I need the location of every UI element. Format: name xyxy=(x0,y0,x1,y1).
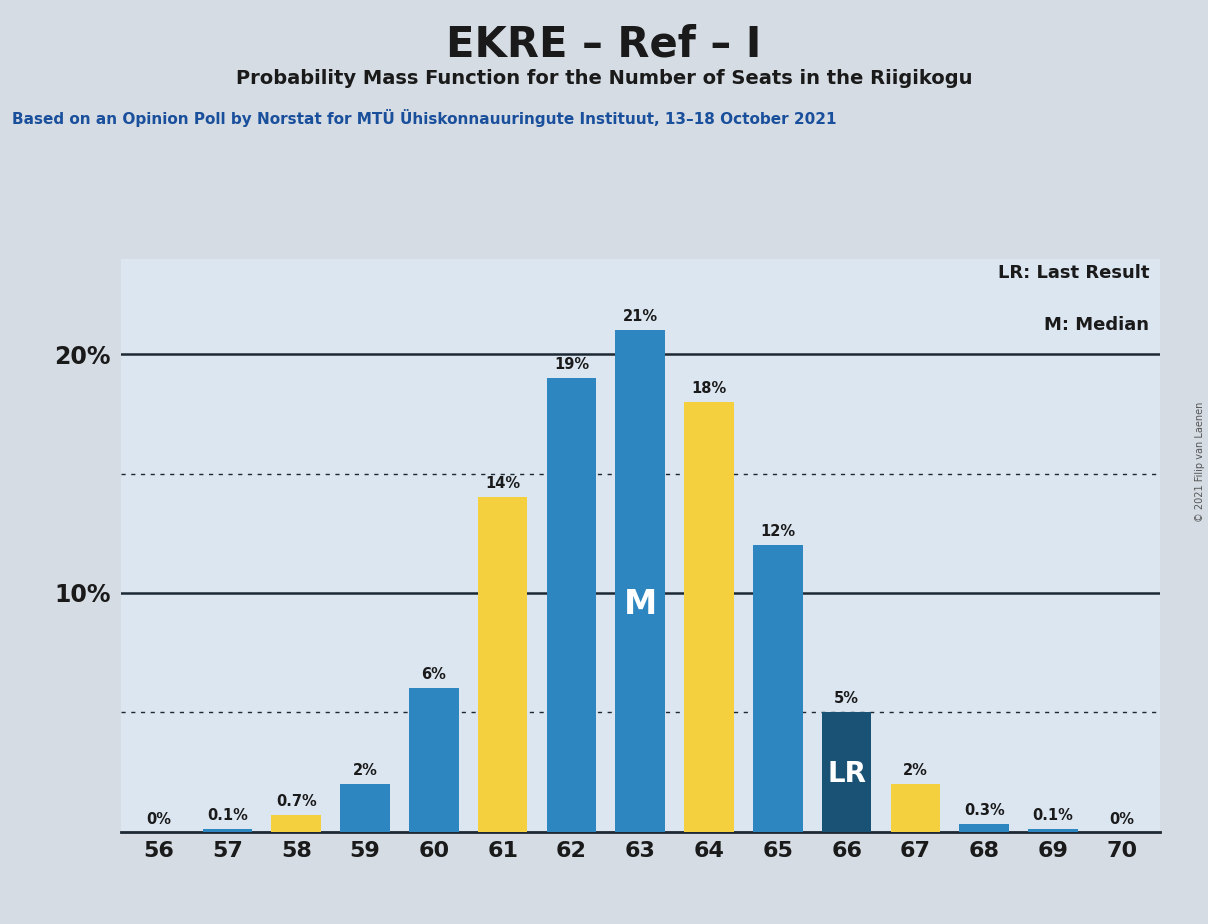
Text: EKRE – Ref – I: EKRE – Ref – I xyxy=(446,23,762,65)
Bar xyxy=(753,545,802,832)
Bar xyxy=(615,331,666,832)
Text: 12%: 12% xyxy=(760,524,795,540)
Text: Based on an Opinion Poll by Norstat for MTÜ Ühiskonnauuringute Instituut, 13–18 : Based on an Opinion Poll by Norstat for … xyxy=(12,109,837,127)
Text: 6%: 6% xyxy=(422,667,446,683)
Text: 0.1%: 0.1% xyxy=(1033,808,1074,823)
Text: 0.7%: 0.7% xyxy=(275,794,316,808)
Text: 19%: 19% xyxy=(554,357,590,372)
Text: LR: Last Result: LR: Last Result xyxy=(998,264,1149,283)
Text: 0.1%: 0.1% xyxy=(207,808,248,823)
Bar xyxy=(410,688,459,832)
Bar xyxy=(1028,829,1078,832)
Text: 5%: 5% xyxy=(835,691,859,706)
Text: 0.3%: 0.3% xyxy=(964,804,1005,819)
Text: 2%: 2% xyxy=(353,763,377,778)
Text: M: M xyxy=(623,589,657,621)
Bar xyxy=(203,829,252,832)
Bar xyxy=(341,784,390,832)
Bar xyxy=(272,815,321,832)
Bar xyxy=(547,378,597,832)
Text: 18%: 18% xyxy=(691,381,727,396)
Text: M: Median: M: Median xyxy=(1045,316,1149,334)
Bar xyxy=(890,784,940,832)
Text: LR: LR xyxy=(827,760,866,788)
Bar xyxy=(478,497,528,832)
Text: 21%: 21% xyxy=(622,310,658,324)
Bar xyxy=(684,402,733,832)
Text: 14%: 14% xyxy=(486,477,521,492)
Bar xyxy=(821,712,871,832)
Text: Probability Mass Function for the Number of Seats in the Riigikogu: Probability Mass Function for the Number… xyxy=(236,69,972,89)
Text: 0%: 0% xyxy=(146,812,172,827)
Text: 0%: 0% xyxy=(1109,812,1134,827)
Text: 2%: 2% xyxy=(904,763,928,778)
Text: © 2021 Filip van Laenen: © 2021 Filip van Laenen xyxy=(1195,402,1204,522)
Bar xyxy=(959,824,1009,832)
